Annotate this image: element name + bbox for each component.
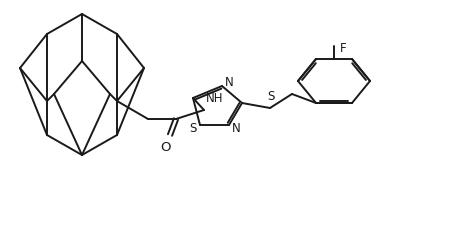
Text: O: O: [160, 141, 171, 154]
Text: S: S: [189, 123, 196, 136]
Text: S: S: [267, 90, 274, 103]
Text: N: N: [225, 77, 233, 90]
Text: F: F: [339, 42, 346, 55]
Text: NH: NH: [206, 92, 223, 105]
Text: N: N: [232, 122, 240, 135]
